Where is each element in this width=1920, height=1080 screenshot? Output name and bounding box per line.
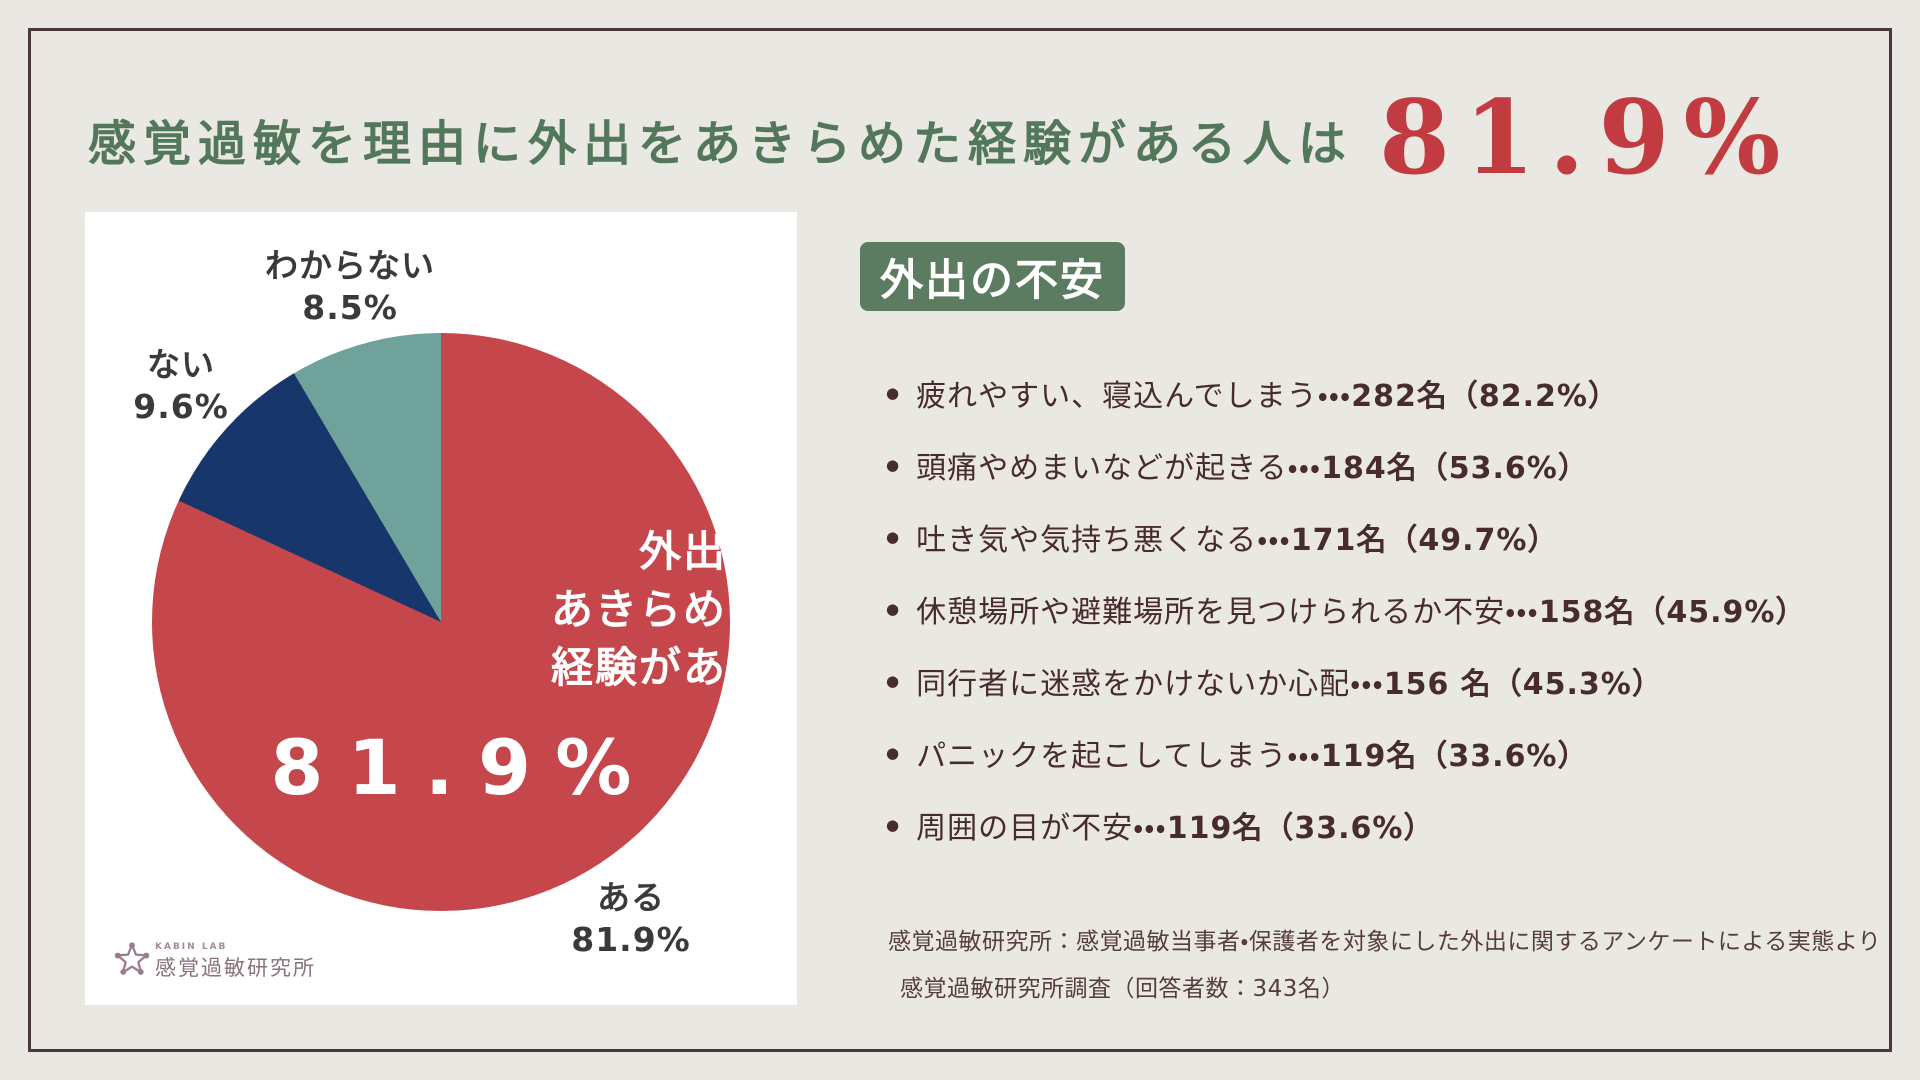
page-title: 感覚過敏を理由に外出をあきらめた経験がある人は 81.9% — [88, 74, 1794, 189]
page-title-text: 感覚過敏を理由に外出をあきらめた経験がある人は — [88, 116, 1354, 172]
list-item: ● 同行者に迷惑をかけないか心配・・・ 156 名（45.3%） — [886, 665, 1806, 702]
item-stat: 282名（82.2%） — [1351, 378, 1619, 414]
item-label: パニックを起こしてしまう・・・ — [916, 738, 1321, 774]
item-label: 頭痛やめまいなどが起きる・・・ — [916, 450, 1322, 486]
list-item: ● 疲れやすい、寝込んでしまう・・・ 282名（82.2%） — [886, 377, 1806, 414]
item-stat: 184名（53.6%） — [1321, 450, 1589, 486]
slice-label-nai: ない 9.6% — [91, 344, 271, 428]
anxiety-list: ● 疲れやすい、寝込んでしまう・・・ 282名（82.2%） ● 頭痛やめまいな… — [886, 377, 1806, 881]
item-label: 吐き気や気持ち悪くなる・・・ — [916, 522, 1291, 558]
slice-label-nai-name: ない — [147, 345, 215, 384]
item-stat: 158名（45.9%） — [1538, 594, 1807, 630]
pie-center-percentage: 81.9% — [270, 723, 656, 812]
logo-org-name: 感覚過敏研究所 — [155, 956, 316, 980]
item-stat: 171名（49.7%） — [1290, 522, 1559, 558]
bullet-icon: ● — [886, 816, 901, 834]
list-item: ● 周囲の目が不安・・・ 119名（33.6%） — [886, 809, 1806, 846]
slice-label-wakaranai-name: わからない — [265, 246, 435, 285]
item-stat: 156 名（45.3%） — [1383, 666, 1663, 702]
list-item: ● 頭痛やめまいなどが起きる・・・ 184名（53.6%） — [886, 449, 1806, 486]
item-label: 周囲の目が不安・・・ — [916, 810, 1167, 846]
bullet-icon: ● — [886, 456, 901, 474]
bullet-icon: ● — [886, 600, 901, 618]
slice-label-nai-percent: 9.6% — [133, 387, 229, 426]
slice-label-wakaranai-percent: 8.5% — [302, 288, 398, 327]
slice-label-aru-percent: 81.9% — [571, 920, 691, 959]
pie-chart — [152, 333, 730, 911]
logo-lab-name: KABIN LAB — [155, 942, 228, 952]
bullet-icon: ● — [886, 744, 901, 762]
pie-chart-card: わからない 8.5% ない 9.6% ある 81.9% 外出を あきらめた 経験… — [85, 212, 797, 1005]
pie-center-caption-line3: 経験がある — [550, 643, 771, 692]
list-item: ● 休憩場所や避難場所を見つけられるか不安・・・ 158名（45.9%） — [886, 593, 1806, 630]
item-label: 疲れやすい、寝込んでしまう・・・ — [916, 378, 1352, 414]
list-item: ● パニックを起こしてしまう・・・ 119名（33.6%） — [886, 737, 1806, 774]
item-label: 同行者に迷惑をかけないか心配・・・ — [916, 666, 1384, 702]
bullet-icon: ● — [886, 672, 901, 690]
page-title-percentage: 81.9% — [1379, 78, 1795, 198]
source-note-line1: 感覚過敏研究所：感覚過敏当事者・保護者を対象にした外出に関するアンケートによる実… — [888, 929, 1882, 955]
flower-star-icon — [113, 941, 151, 983]
item-label: 休憩場所や避難場所を見つけられるか不安・・・ — [916, 594, 1539, 630]
section-badge: 外出の不安 — [860, 242, 1125, 311]
list-item: ● 吐き気や気持ち悪くなる・・・ 171名（49.7%） — [886, 521, 1806, 558]
kabin-lab-logo: KABIN LAB 感覚過敏研究所 — [113, 941, 316, 983]
slice-label-aru: ある 81.9% — [531, 877, 731, 961]
pie-center-caption-line1: 外出を — [638, 527, 771, 576]
bullet-icon: ● — [886, 528, 901, 546]
pie-center-caption-line2: あきらめた — [550, 585, 771, 634]
item-stat: 119名（33.6%） — [1320, 738, 1589, 774]
bullet-icon: ● — [886, 384, 901, 402]
item-stat: 119名（33.6%） — [1166, 810, 1435, 846]
slice-label-aru-name: ある — [597, 878, 665, 917]
source-note-line2: 感覚過敏研究所調査（回答者数：343名） — [900, 976, 1345, 1002]
pie-center-caption: 外出を あきらめた 経験がある — [431, 523, 771, 697]
slice-label-wakaranai: わからない 8.5% — [250, 245, 450, 329]
